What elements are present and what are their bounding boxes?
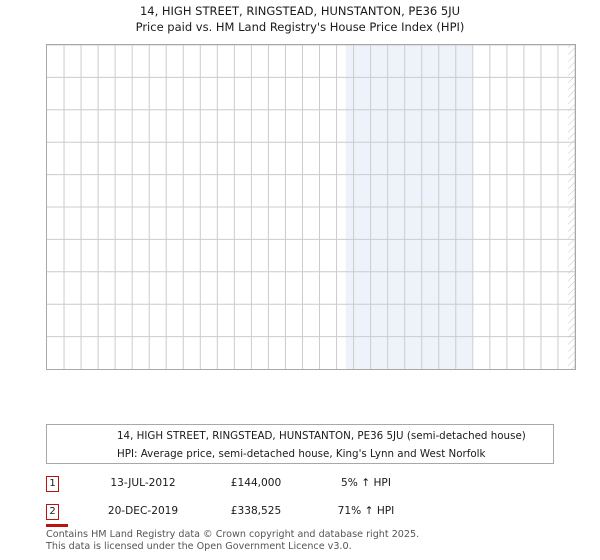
footer-accent-bar xyxy=(46,524,68,527)
footer-line-2: This data is licensed under the Open Gov… xyxy=(46,540,352,552)
txn-hpi-delta-2: 71% ↑ HPI xyxy=(337,505,395,517)
x-axis-labels xyxy=(46,372,577,412)
table-row[interactable]: 2 20-DEC-2019 £338,525 71% ↑ HPI xyxy=(46,504,446,524)
title-address: 14, HIGH STREET, RINGSTEAD, HUNSTANTON, … xyxy=(139,4,461,18)
txn-index-1: 1 xyxy=(46,476,59,492)
footer-attribution: Contains HM Land Registry data © Crown c… xyxy=(46,529,566,552)
footer-line-1: Contains HM Land Registry data © Crown c… xyxy=(46,529,420,540)
txn-index-2: 2 xyxy=(46,504,59,520)
legend-label-hpi: HPI: Average price, semi-detached house,… xyxy=(117,448,486,460)
price-hpi-line-chart xyxy=(47,45,575,369)
txn-price-2: £338,525 xyxy=(230,505,282,517)
legend-item-price-paid: 14, HIGH STREET, RINGSTEAD, HUNSTANTON, … xyxy=(47,427,553,445)
legend-swatch-price-paid xyxy=(55,435,108,438)
legend-label-price-paid: 14, HIGH STREET, RINGSTEAD, HUNSTANTON, … xyxy=(117,430,526,442)
txn-date-2: 20-DEC-2019 xyxy=(107,505,179,517)
y-axis-labels xyxy=(0,44,44,371)
txn-price-1: £144,000 xyxy=(230,477,282,489)
txn-date-1: 13-JUL-2012 xyxy=(110,477,176,489)
legend-swatch-hpi xyxy=(55,453,108,456)
table-row[interactable]: 1 13-JUL-2012 £144,000 5% ↑ HPI xyxy=(46,476,446,496)
legend-item-hpi: HPI: Average price, semi-detached house,… xyxy=(47,445,553,463)
title-subtitle: Price paid vs. HM Land Registry's House … xyxy=(135,20,465,34)
txn-hpi-delta-1: 5% ↑ HPI xyxy=(341,477,391,489)
chart-legend: 14, HIGH STREET, RINGSTEAD, HUNSTANTON, … xyxy=(46,424,554,464)
page-title: 14, HIGH STREET, RINGSTEAD, HUNSTANTON, … xyxy=(0,3,600,35)
chart-plot-area xyxy=(46,44,576,370)
